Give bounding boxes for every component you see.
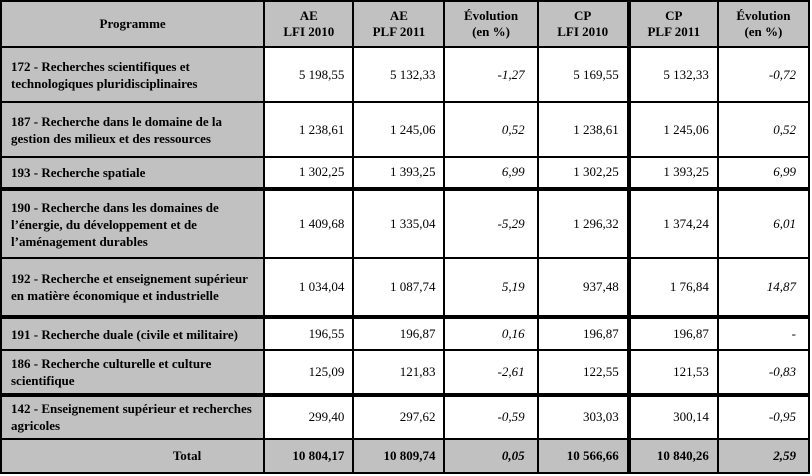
header-label: LFI 2010	[283, 23, 335, 39]
total-cp-lfi-2010-cell: 10 566,66	[536, 437, 631, 475]
header-label: Programme	[99, 15, 166, 31]
evolution-cp-cell: 0,52	[716, 101, 811, 158]
cp-plf-2011-cell: 300,14	[627, 393, 719, 440]
ae-lfi-2010-cell: 196,55	[263, 316, 355, 352]
programme-cell: 192 - Recherche et enseignement supérieu…	[0, 257, 266, 320]
programme-cell: 191 - Recherche duale (civile et militai…	[0, 316, 266, 352]
ae-plf-2011-cell: 1 245,06	[352, 101, 446, 158]
header-label: AE	[389, 7, 408, 23]
cp-plf-2011-cell: 196,87	[627, 316, 719, 352]
header-row: Programme AE LFI 2010 AE PLF 2011 Évolut…	[0, 0, 811, 48]
col-header-cp-plf-2011: CP PLF 2011	[627, 0, 719, 48]
ae-lfi-2010-cell: 125,09	[263, 349, 355, 397]
evolution-ae-cell: 0,52	[443, 101, 539, 158]
cp-lfi-2010-cell: 937,48	[536, 257, 631, 320]
cp-lfi-2010-cell: 1 238,61	[536, 101, 631, 158]
col-header-evolution-ae: Évolution (en %)	[443, 0, 539, 48]
ae-lfi-2010-cell: 1 409,68	[263, 187, 355, 260]
ae-plf-2011-cell: 297,62	[352, 393, 446, 440]
cp-lfi-2010-cell: 1 296,32	[536, 187, 631, 260]
col-header-ae-lfi-2010: AE LFI 2010	[263, 0, 355, 48]
cp-plf-2011-cell: 5 132,33	[627, 45, 719, 104]
evolution-cp-cell: 6,99	[716, 155, 811, 191]
evolution-ae-cell: 6,99	[443, 155, 539, 191]
total-evolution-ae-cell: 0,05	[443, 437, 539, 475]
table-row: 186 - Recherche culturelle et culture sc…	[0, 349, 811, 397]
cp-plf-2011-cell: 1 76,84	[627, 257, 719, 320]
cp-plf-2011-cell: 121,53	[627, 349, 719, 397]
evolution-ae-cell: -1,27	[443, 45, 539, 104]
evolution-cp-cell: -	[716, 316, 811, 352]
cp-plf-2011-cell: 1 245,06	[627, 101, 719, 158]
header-label: (en %)	[472, 23, 510, 39]
total-ae-lfi-2010-cell: 10 804,17	[263, 437, 355, 475]
header-label: CP	[574, 7, 592, 23]
evolution-cp-cell: 14,87	[716, 257, 811, 320]
evolution-ae-cell: -5,29	[443, 187, 539, 260]
evolution-cp-cell: -0,95	[716, 393, 811, 440]
header-label: LFI 2010	[557, 23, 609, 39]
cp-lfi-2010-cell: 1 302,25	[536, 155, 631, 191]
ae-lfi-2010-cell: 299,40	[263, 393, 355, 440]
cp-lfi-2010-cell: 122,55	[536, 349, 631, 397]
total-cp-plf-2011-cell: 10 840,26	[627, 437, 719, 475]
programme-cell: 190 - Recherche dans les domaines de l’é…	[0, 187, 266, 260]
table-row: 142 - Enseignement supérieur et recherch…	[0, 393, 811, 440]
header-label: AE	[299, 7, 318, 23]
header-label: CP	[665, 7, 683, 23]
ae-plf-2011-cell: 121,83	[352, 349, 446, 397]
ae-plf-2011-cell: 196,87	[352, 316, 446, 352]
cp-plf-2011-cell: 1 393,25	[627, 155, 719, 191]
evolution-ae-cell: -0,59	[443, 393, 539, 440]
programme-cell: 187 - Recherche dans le domaine de la ge…	[0, 101, 266, 158]
table-row: 192 - Recherche et enseignement supérieu…	[0, 257, 811, 320]
cp-lfi-2010-cell: 196,87	[536, 316, 631, 352]
ae-lfi-2010-cell: 1 034,04	[263, 257, 355, 320]
ae-lfi-2010-cell: 1 238,61	[263, 101, 355, 158]
evolution-cp-cell: 6,01	[716, 187, 811, 260]
evolution-ae-cell: -2,61	[443, 349, 539, 397]
total-row: Total 10 804,17 10 809,74 0,05 10 566,66…	[0, 437, 811, 475]
ae-plf-2011-cell: 1 087,74	[352, 257, 446, 320]
total-evolution-cp-cell: 2,59	[716, 437, 811, 475]
cp-lfi-2010-cell: 5 169,55	[536, 45, 631, 104]
programme-cell: 142 - Enseignement supérieur et recherch…	[0, 393, 266, 440]
total-label-cell: Total	[0, 437, 266, 475]
ae-plf-2011-cell: 1 335,04	[352, 187, 446, 260]
ae-plf-2011-cell: 5 132,33	[352, 45, 446, 104]
evolution-ae-cell: 0,16	[443, 316, 539, 352]
ae-plf-2011-cell: 1 393,25	[352, 155, 446, 191]
total-ae-plf-2011-cell: 10 809,74	[352, 437, 446, 475]
col-header-evolution-cp: Évolution (en %)	[716, 0, 811, 48]
header-label: PLF 2011	[647, 23, 701, 39]
table-row: 190 - Recherche dans les domaines de l’é…	[0, 187, 811, 260]
col-header-cp-lfi-2010: CP LFI 2010	[536, 0, 631, 48]
programme-cell: 186 - Recherche culturelle et culture sc…	[0, 349, 266, 397]
programme-cell: 193 - Recherche spatiale	[0, 155, 266, 191]
programme-cell: 172 - Recherches scientifiques et techno…	[0, 45, 266, 104]
evolution-cp-cell: -0,72	[716, 45, 811, 104]
ae-lfi-2010-cell: 5 198,55	[263, 45, 355, 104]
evolution-ae-cell: 5,19	[443, 257, 539, 320]
header-label: (en %)	[744, 23, 783, 39]
table-row: 193 - Recherche spatiale 1 302,25 1 393,…	[0, 155, 811, 191]
col-header-programme: Programme	[0, 0, 266, 48]
evolution-cp-cell: -0,83	[716, 349, 811, 397]
table-row: 172 - Recherches scientifiques et techno…	[0, 45, 811, 104]
ae-lfi-2010-cell: 1 302,25	[263, 155, 355, 191]
header-label: PLF 2011	[372, 23, 426, 39]
header-label: Évolution	[736, 7, 791, 23]
cp-plf-2011-cell: 1 374,24	[627, 187, 719, 260]
header-label: Évolution	[463, 7, 519, 23]
col-header-ae-plf-2011: AE PLF 2011	[352, 0, 446, 48]
table-row: 191 - Recherche duale (civile et militai…	[0, 316, 811, 352]
table-row: 187 - Recherche dans le domaine de la ge…	[0, 101, 811, 158]
cp-lfi-2010-cell: 303,03	[536, 393, 631, 440]
